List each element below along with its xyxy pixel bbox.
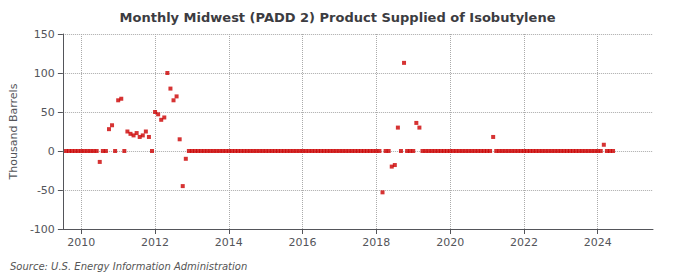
svg-text:100: 100 — [34, 67, 55, 80]
svg-text:2020: 2020 — [436, 236, 464, 249]
svg-text:150: 150 — [34, 28, 55, 41]
svg-text:Source: U.S. Energy Informatio: Source: U.S. Energy Information Administ… — [10, 261, 247, 272]
svg-text:-50: -50 — [37, 184, 55, 197]
svg-text:2014: 2014 — [215, 236, 243, 249]
svg-text:50: 50 — [41, 106, 55, 119]
svg-text:0: 0 — [48, 145, 55, 158]
svg-text:Thousand Barrels: Thousand Barrels — [7, 83, 20, 180]
svg-text:2012: 2012 — [141, 236, 169, 249]
svg-text:2018: 2018 — [362, 236, 390, 249]
svg-text:2022: 2022 — [510, 236, 538, 249]
svg-text:2024: 2024 — [584, 236, 612, 249]
svg-text:-100: -100 — [30, 223, 55, 236]
svg-text:2010: 2010 — [67, 236, 95, 249]
svg-text:2016: 2016 — [289, 236, 317, 249]
svg-text:Monthly Midwest (PADD 2) Produ: Monthly Midwest (PADD 2) Product Supplie… — [120, 10, 556, 25]
